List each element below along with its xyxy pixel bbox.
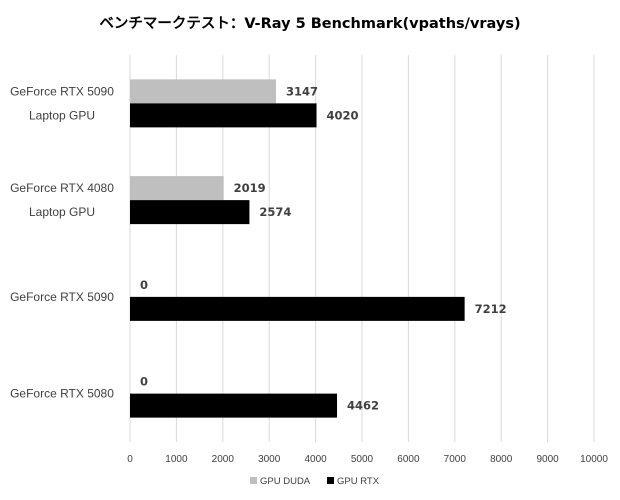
x-tick-label: 1000: [165, 454, 188, 465]
category-label: GeForce RTX 5090: [10, 84, 114, 98]
legend-label: GPU DUDA: [260, 476, 311, 487]
x-tick-label: 9000: [536, 454, 559, 465]
bar-gpu-rtx: [130, 103, 317, 128]
x-tick-label: 3000: [258, 454, 281, 465]
bar-gpu-duda: [130, 79, 277, 104]
category-label: GeForce RTX 5090: [10, 290, 114, 304]
chart-title: ベンチマークテスト：V-Ray 5 Benchmark(vpaths/vrays…: [99, 16, 521, 32]
x-tick-label: 0: [127, 454, 133, 465]
x-tick-label: 10000: [580, 454, 608, 465]
bar-gpu-duda: [130, 176, 224, 201]
x-tick-label: 8000: [490, 454, 513, 465]
x-tick-label: 7000: [444, 454, 467, 465]
data-label: 4462: [347, 399, 379, 413]
data-label: 4020: [327, 108, 359, 122]
bar-gpu-rtx: [130, 393, 338, 418]
bar-gpu-rtx: [130, 296, 465, 321]
x-tick-label: 5000: [351, 454, 374, 465]
legend-label: GPU RTX: [337, 476, 380, 487]
x-tick-label: 4000: [304, 454, 327, 465]
data-label: 2574: [259, 205, 291, 219]
data-label: 3147: [286, 84, 318, 98]
legend-swatch: [327, 477, 334, 484]
bar-gpu-rtx: [130, 200, 250, 225]
data-label: 0: [140, 375, 148, 389]
data-label: 2019: [234, 181, 266, 195]
category-label: GeForce RTX 4080: [10, 181, 114, 195]
data-label: 7212: [475, 302, 507, 316]
category-label: Laptop GPU: [29, 108, 95, 122]
legend-swatch: [250, 477, 257, 484]
category-label: GeForce RTX 5080: [10, 387, 114, 401]
x-tick-label: 6000: [397, 454, 420, 465]
data-label: 0: [140, 278, 148, 292]
x-tick-label: 2000: [212, 454, 235, 465]
category-label: Laptop GPU: [29, 205, 95, 219]
